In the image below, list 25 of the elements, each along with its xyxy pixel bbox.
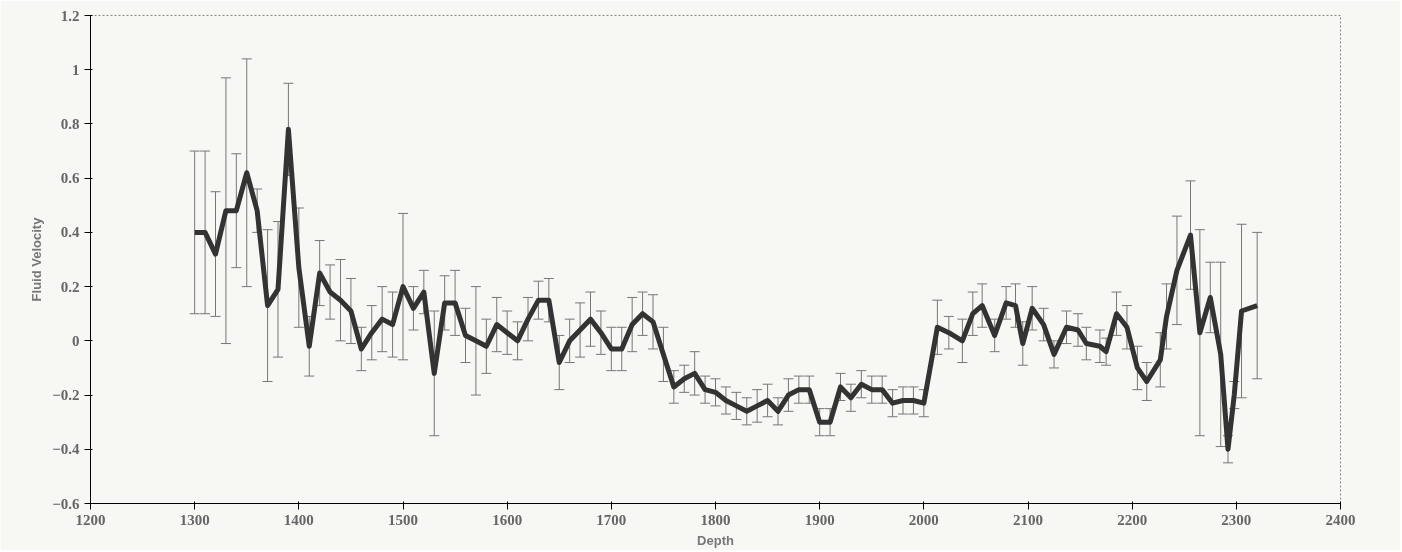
y-tick-label: 0.8 xyxy=(60,115,80,132)
y-axis-title: Fluid Velocity xyxy=(29,216,45,302)
y-tick-label: 0.4 xyxy=(60,224,80,241)
x-tick-label: 1500 xyxy=(388,511,418,528)
x-tick-label: 2200 xyxy=(1117,511,1148,528)
y-tick-label: −0.2 xyxy=(52,387,80,404)
y-tick-label: −0.4 xyxy=(52,441,80,458)
y-tick-label: 1 xyxy=(72,61,80,78)
x-tick-label: 1800 xyxy=(700,511,731,528)
x-tick-label: 2000 xyxy=(908,511,939,528)
x-axis-title: Depth xyxy=(697,532,734,548)
y-tick-label: 0.6 xyxy=(60,170,80,187)
x-tick-label: 1900 xyxy=(804,511,835,528)
y-tick-label: 1.2 xyxy=(60,7,80,24)
x-tick-label: 1200 xyxy=(75,511,106,528)
x-tick-label: 2300 xyxy=(1221,511,1252,528)
x-tick-label: 1300 xyxy=(179,511,210,528)
x-tick-label: 2400 xyxy=(1325,511,1356,528)
y-tick-label: 0 xyxy=(72,332,80,349)
x-tick-label: 2100 xyxy=(1013,511,1043,528)
y-tick-label: −0.6 xyxy=(52,495,80,512)
x-tick-label: 1400 xyxy=(283,511,314,528)
x-tick-label: 1600 xyxy=(492,511,523,528)
y-tick-label: 0.2 xyxy=(60,278,80,295)
x-tick-label: 1700 xyxy=(596,511,627,528)
